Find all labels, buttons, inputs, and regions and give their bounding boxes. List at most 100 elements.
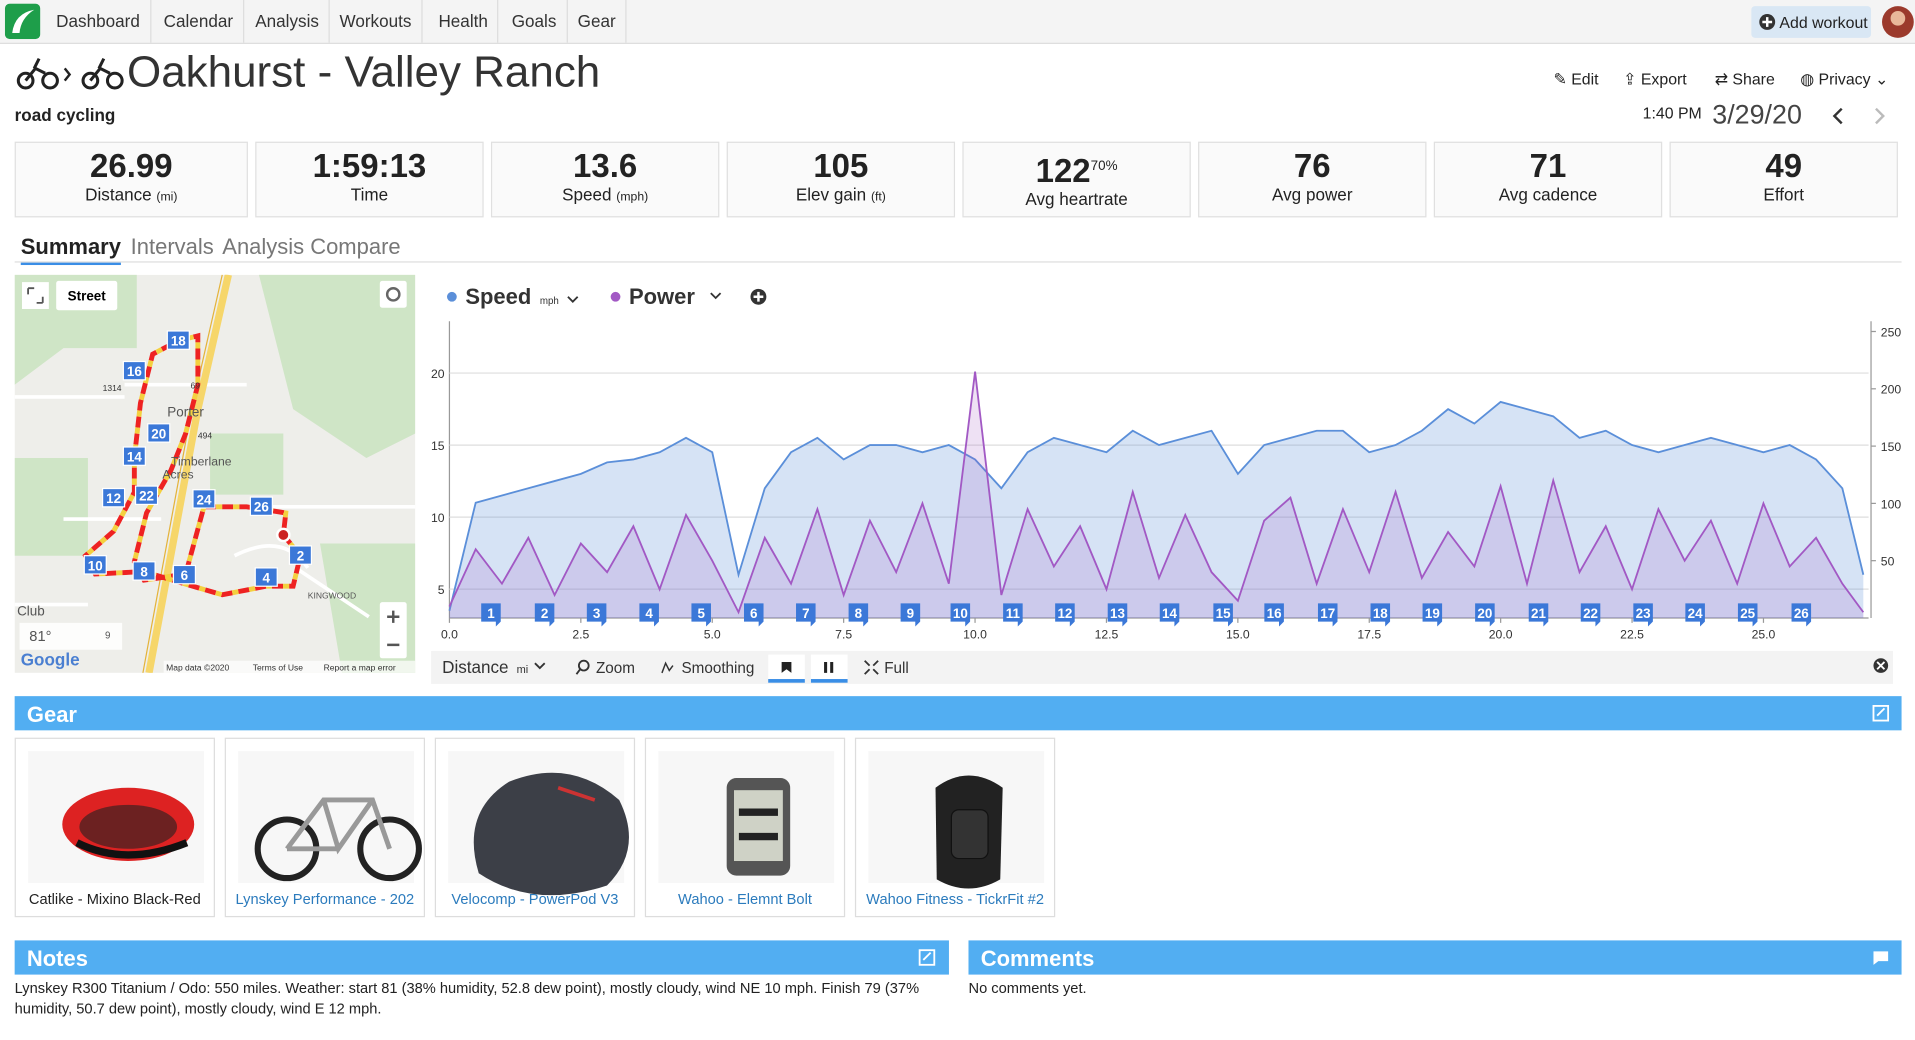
lap-label: 24 bbox=[1688, 606, 1703, 621]
lap-marker[interactable] bbox=[1264, 603, 1284, 627]
lap-marker[interactable] bbox=[1791, 603, 1812, 627]
nav-item[interactable]: Dashboard bbox=[46, 0, 151, 43]
stat-card: 1:59:13 Time bbox=[255, 141, 484, 218]
gear-name[interactable]: Lynskey Performance - 202 bbox=[235, 890, 415, 908]
gear-image bbox=[448, 751, 629, 896]
lap-marker[interactable] bbox=[691, 603, 711, 627]
lap-label: 17 bbox=[1320, 606, 1335, 621]
export-action[interactable]: ⇪ Export bbox=[1623, 69, 1687, 88]
gear-picture bbox=[254, 797, 422, 882]
legend-swatch[interactable] bbox=[446, 291, 457, 302]
lap-marker[interactable] bbox=[1580, 603, 1601, 627]
privacy-action[interactable]: ◍ Privacy ⌄ bbox=[1800, 69, 1889, 88]
legend-label[interactable]: Speed bbox=[465, 284, 531, 309]
layer-label: Street bbox=[68, 288, 107, 303]
pause-toggle[interactable] bbox=[810, 654, 848, 682]
nav-item[interactable]: Calendar bbox=[154, 0, 245, 43]
plus-icon bbox=[1759, 14, 1776, 30]
lap-marker[interactable] bbox=[1370, 603, 1391, 627]
nav-item[interactable]: Analysis bbox=[245, 0, 330, 43]
route-marker bbox=[192, 489, 216, 509]
lap-marker[interactable] bbox=[1107, 603, 1128, 627]
nav-item[interactable]: Gear bbox=[568, 0, 627, 43]
sport-type: road cycling bbox=[14, 105, 116, 125]
gear-name[interactable]: Velocomp - PowerPod V3 bbox=[451, 890, 619, 908]
tab[interactable]: Compare bbox=[310, 234, 401, 259]
toolbar-button[interactable]: Smoothing bbox=[681, 660, 754, 677]
lap-marker[interactable] bbox=[1003, 603, 1023, 627]
lap-marker[interactable] bbox=[848, 603, 869, 627]
lap-marker[interactable] bbox=[1213, 603, 1233, 627]
edit-gear-button[interactable] bbox=[1872, 704, 1890, 722]
x-tick-label: 20.0 bbox=[1489, 628, 1513, 642]
lap-marker[interactable] bbox=[1528, 603, 1549, 627]
tab[interactable]: Intervals bbox=[130, 234, 214, 259]
route-marker bbox=[122, 360, 146, 381]
gear-card[interactable]: Wahoo Fitness - TickrFit #2 bbox=[854, 737, 1056, 918]
nav-item[interactable]: Goals bbox=[502, 0, 568, 43]
lap-marker[interactable] bbox=[900, 603, 921, 627]
gear-name[interactable]: Wahoo Fitness - TickrFit #2 bbox=[866, 890, 1044, 908]
toolbar-button[interactable]: Full bbox=[884, 660, 909, 677]
route-marker-label: 12 bbox=[106, 491, 121, 506]
edit-notes-button[interactable] bbox=[918, 949, 936, 966]
avatar[interactable] bbox=[1881, 4, 1915, 41]
date-nav[interactable] bbox=[1827, 105, 1895, 127]
gear-card[interactable]: Catlike - Mixino Black-Red bbox=[14, 737, 215, 918]
lap-marker[interactable] bbox=[639, 603, 659, 627]
lap-marker[interactable] bbox=[1055, 603, 1075, 627]
gear-card[interactable]: Wahoo - Elemnt Bolt bbox=[644, 737, 846, 918]
gear-name[interactable]: Wahoo - Elemnt Bolt bbox=[678, 890, 812, 908]
lap-marker[interactable] bbox=[743, 603, 764, 627]
lap-marker[interactable] bbox=[1737, 603, 1758, 627]
x-tick-label: 7.5 bbox=[835, 628, 852, 642]
lap-marker[interactable] bbox=[1159, 603, 1180, 627]
settings-button[interactable] bbox=[379, 280, 407, 308]
stat-value: 76 bbox=[1199, 148, 1425, 185]
add-workout-button[interactable]: Add workout bbox=[1751, 6, 1872, 38]
toolbar-button[interactable]: Zoom bbox=[596, 660, 635, 677]
layer-button[interactable] bbox=[56, 280, 118, 311]
lap-marker[interactable] bbox=[481, 603, 501, 627]
nav-item[interactable]: Health bbox=[429, 0, 499, 43]
lap-marker[interactable] bbox=[1422, 603, 1443, 627]
lap-marker[interactable] bbox=[796, 603, 816, 627]
series-line bbox=[448, 371, 1865, 615]
route-marker bbox=[132, 561, 156, 581]
edit-action[interactable]: ✎ Edit bbox=[1553, 69, 1599, 88]
stat-number: 71 bbox=[1529, 147, 1567, 185]
gear-card[interactable]: Velocomp - PowerPod V3 bbox=[434, 737, 636, 918]
lap-marker[interactable] bbox=[586, 603, 607, 627]
lap-marker[interactable] bbox=[1475, 603, 1495, 627]
add-comment-button[interactable] bbox=[1872, 949, 1889, 966]
route-marker bbox=[172, 564, 197, 585]
start-pin bbox=[276, 527, 291, 543]
share-action[interactable]: ⇄ Share bbox=[1714, 69, 1775, 88]
lap-marker[interactable] bbox=[1633, 603, 1653, 627]
stat-number: 26.99 bbox=[90, 147, 173, 185]
fullscreen-button[interactable] bbox=[21, 282, 49, 309]
gear-card[interactable]: Lynskey Performance - 202 bbox=[224, 737, 426, 918]
stat-number: 76 bbox=[1293, 147, 1331, 185]
route-marker bbox=[288, 545, 313, 565]
gear-name[interactable]: Catlike - Mixino Black-Red bbox=[28, 890, 201, 908]
lap-marker[interactable] bbox=[950, 603, 971, 627]
x-tick-label: 22.5 bbox=[1620, 628, 1644, 642]
nav-item[interactable]: Workouts bbox=[330, 0, 423, 43]
section-title: Notes bbox=[26, 946, 88, 971]
tab[interactable]: Analysis bbox=[222, 234, 305, 259]
lap-marker[interactable] bbox=[1685, 603, 1705, 627]
logo[interactable] bbox=[4, 3, 41, 40]
lap-marker[interactable] bbox=[534, 603, 555, 627]
route-marker-label: 14 bbox=[127, 450, 142, 465]
tab-active[interactable]: Summary bbox=[20, 234, 121, 266]
zoom-controls[interactable] bbox=[379, 602, 407, 659]
x-axis-selector[interactable]: Distance bbox=[442, 658, 508, 677]
stat-label: Avg power bbox=[1199, 184, 1425, 205]
lap-marker[interactable] bbox=[1317, 603, 1338, 627]
workout-time: 1:40 PM bbox=[1642, 103, 1702, 123]
legend-label[interactable]: Power bbox=[629, 284, 695, 309]
legend-swatch[interactable] bbox=[610, 291, 621, 302]
y-tick-label: 20 bbox=[431, 367, 445, 381]
route-map[interactable]: Street 18 16 20 14 12 22 24 26 2 10 8 6 4 Porter Timber… bbox=[14, 274, 416, 673]
